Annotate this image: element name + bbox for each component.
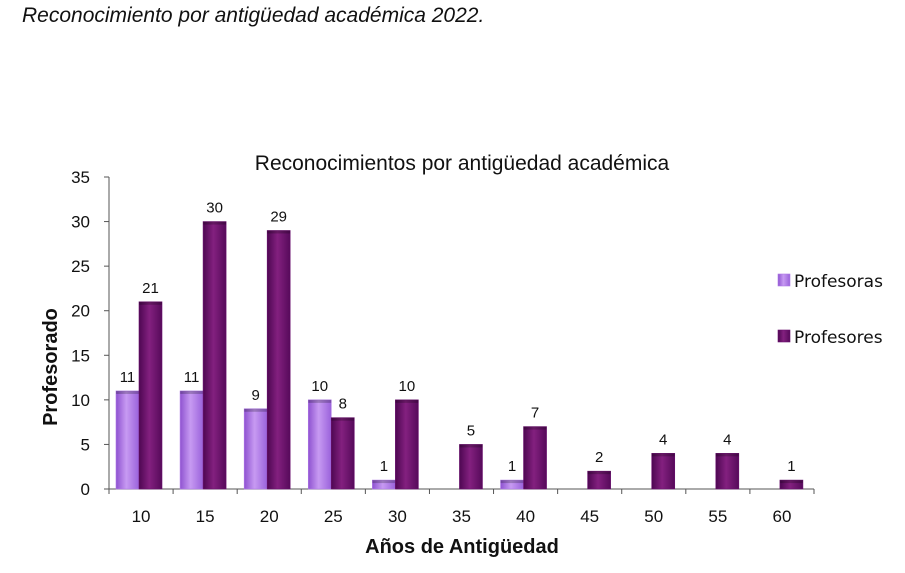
bar-top-bevel [587, 471, 611, 475]
bar-profesores-45 [587, 470, 611, 490]
y-tick-label: 20 [71, 302, 90, 321]
bar-top-bevel [139, 301, 162, 305]
bar-top-bevel [372, 480, 396, 484]
bar-profesores-15 [202, 221, 227, 490]
bar-profesoras-10 [115, 390, 140, 490]
bar-profesoras-25 [307, 399, 332, 490]
bar-top-bevel [180, 390, 204, 394]
data-label: 9 [252, 387, 260, 404]
y-tick-label: 35 [71, 168, 90, 187]
bar-profesoras-20 [243, 408, 268, 490]
bar-profesores-25 [330, 417, 355, 490]
data-label: 21 [142, 280, 159, 297]
x-tick-label: 50 [644, 507, 663, 526]
page-heading: Reconocimiento por antigüedad académica … [22, 4, 485, 27]
y-tick-label: 10 [71, 391, 90, 410]
x-tick-label: 35 [452, 507, 471, 526]
bar-top-bevel [203, 221, 227, 225]
bar-top-bevel [395, 399, 419, 403]
legend-swatch-profesoras [777, 273, 791, 287]
bar-profesores-55 [715, 453, 740, 490]
bar-profesores-60 [779, 479, 804, 490]
data-label: 5 [467, 422, 475, 439]
y-axis-label: Profesorado [40, 308, 62, 426]
bar-top-bevel [779, 480, 803, 484]
bar-profesores-50 [651, 453, 676, 490]
x-tick-label: 45 [580, 507, 599, 526]
bar-top-bevel [523, 426, 547, 430]
data-label: 10 [399, 378, 416, 395]
bar-profesoras-15 [179, 390, 204, 490]
x-tick-label: 55 [708, 507, 727, 526]
x-tick-label: 25 [324, 507, 343, 526]
bar-top-bevel [459, 444, 483, 448]
data-label: 30 [206, 200, 223, 217]
data-label: 29 [270, 208, 287, 225]
y-tick-label: 15 [71, 346, 90, 365]
legend-label-profesoras: Profesoras [794, 272, 883, 292]
data-label: 11 [184, 369, 200, 386]
bar-top-bevel [715, 453, 739, 457]
y-tick-label: 5 [81, 435, 90, 454]
bar-top-bevel [331, 417, 355, 421]
x-tick-label: 60 [772, 507, 791, 526]
x-tick-label: 10 [132, 507, 151, 526]
bar-profesores-10 [138, 301, 163, 490]
bar-profesores-20 [266, 230, 291, 490]
bar-top-bevel [651, 453, 675, 457]
bar-top-bevel [308, 399, 332, 403]
bar-top-bevel [267, 230, 291, 234]
data-label: 4 [723, 431, 731, 448]
bar-top-bevel [500, 480, 524, 484]
x-axis-label: Años de Antigüedad [365, 536, 559, 558]
x-tick-label: 15 [196, 507, 215, 526]
x-tick-label: 30 [388, 507, 407, 526]
data-label: 1 [787, 458, 795, 475]
bar-top-bevel [116, 390, 139, 394]
chart-title: Reconocimientos por antigüedad académica [255, 152, 670, 175]
data-label: 11 [120, 369, 136, 386]
legend-swatch-profesores [777, 329, 791, 343]
data-label: 2 [595, 449, 603, 466]
bar-profesores-40 [523, 426, 547, 490]
legend-label-profesores: Profesores [794, 328, 883, 348]
y-tick-label: 0 [81, 480, 90, 499]
y-tick-label: 25 [71, 257, 90, 276]
x-tick-label: 40 [516, 507, 535, 526]
data-label: 1 [380, 458, 388, 475]
data-label: 4 [659, 431, 667, 448]
data-label: 10 [311, 378, 328, 395]
x-tick-label: 20 [260, 507, 279, 526]
data-label: 8 [339, 396, 347, 413]
y-tick-label: 30 [71, 213, 90, 232]
bar-top-bevel [244, 408, 268, 412]
bar-profesores-30 [395, 399, 419, 490]
data-label: 7 [531, 405, 539, 422]
data-label: 1 [508, 458, 516, 475]
bar-profesores-35 [459, 444, 483, 490]
